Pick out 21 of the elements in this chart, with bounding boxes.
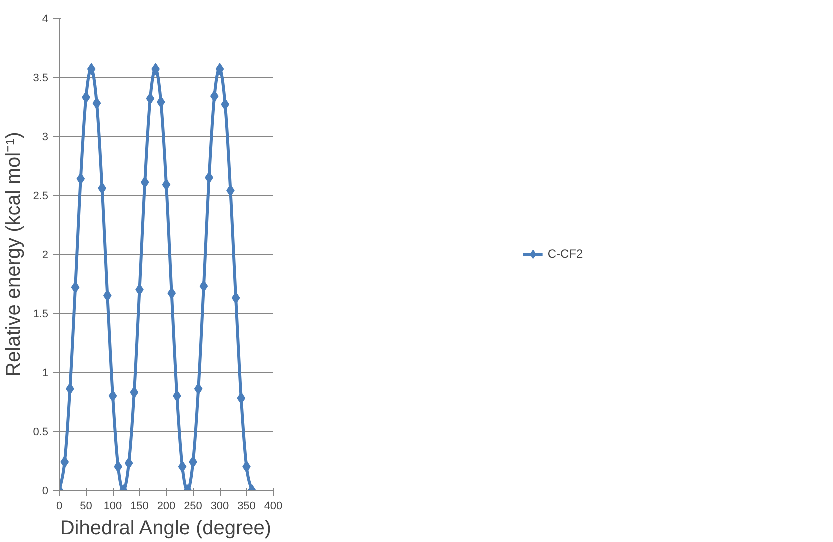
y-tick-label: 3	[42, 132, 49, 144]
y-tick-label: 4	[42, 14, 49, 26]
x-tick-label: 0	[56, 500, 63, 512]
x-tick-label: 150	[130, 500, 149, 512]
y-tick-label: 2.5	[33, 190, 49, 202]
y-axis-title: Relative energy (kcal mol⁻¹)	[3, 132, 26, 377]
x-tick-label: 200	[157, 500, 176, 512]
x-tick-label: 300	[210, 500, 230, 512]
y-tick-label: 0	[42, 486, 49, 498]
x-axis-title: Dihedral Angle (degree)	[60, 518, 272, 540]
y-tick-label: 1	[42, 368, 49, 380]
x-tick-label: 400	[264, 500, 283, 512]
y-tick-label: 2	[42, 250, 49, 262]
x-tick-label: 100	[104, 500, 122, 512]
x-tick-label: 250	[184, 500, 202, 512]
x-tick-label: 50	[80, 500, 92, 512]
legend-label: C-CF2	[548, 247, 584, 261]
y-tick-label: 0.5	[33, 426, 49, 438]
y-tick-label: 3.5	[33, 72, 49, 84]
y-tick-label: 1.5	[33, 308, 49, 320]
x-tick-label: 350	[238, 500, 256, 512]
